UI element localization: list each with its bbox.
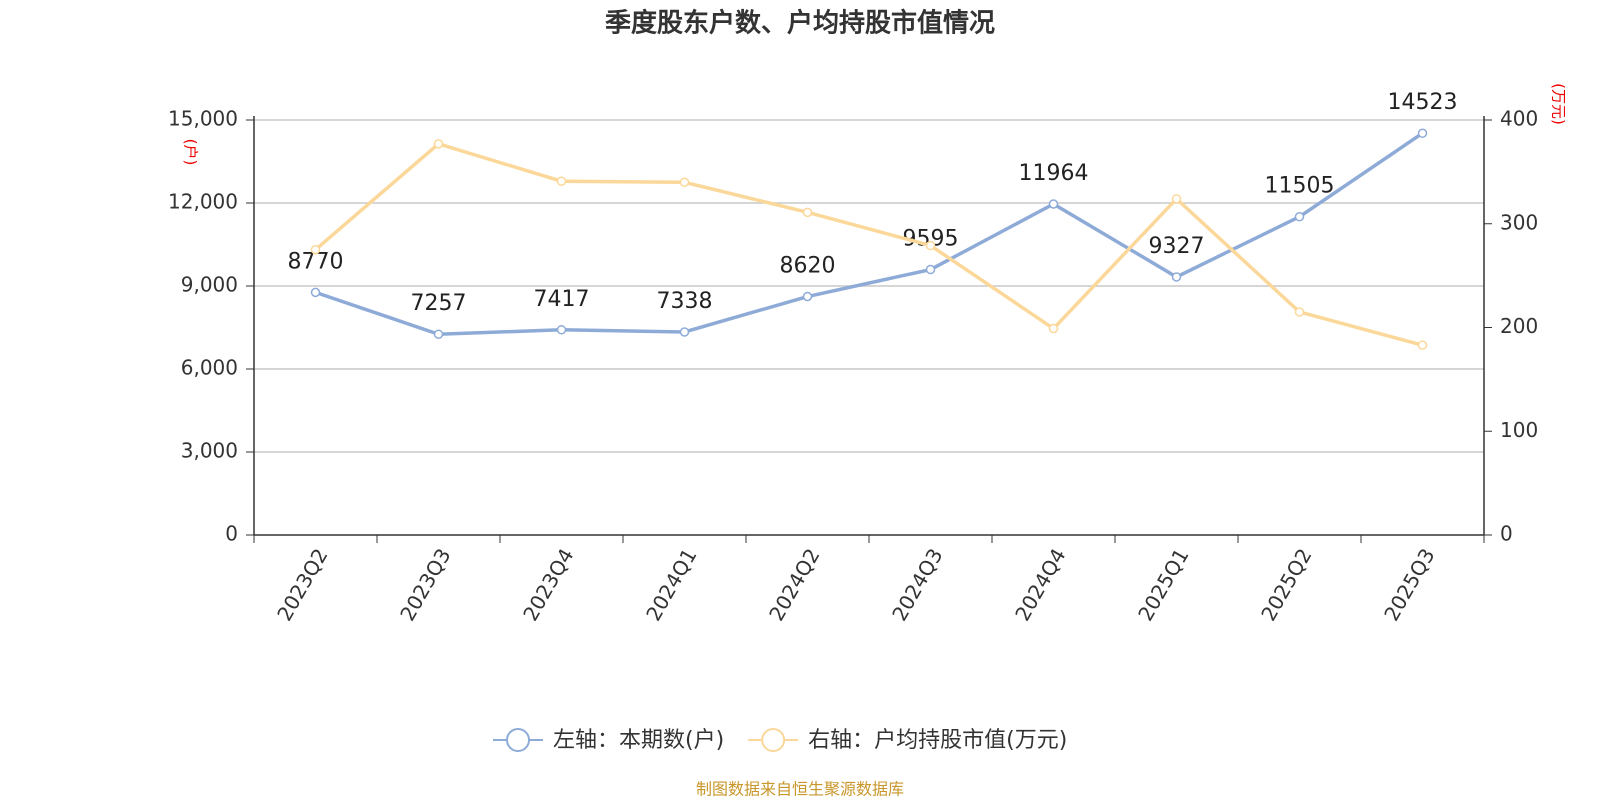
chart-title: 季度股东户数、户均持股市值情况 bbox=[605, 8, 995, 39]
data-point bbox=[925, 264, 936, 275]
y-tick-label: 9,000 bbox=[181, 273, 238, 297]
data-point bbox=[802, 291, 813, 302]
x-tick-label: 2024Q3 bbox=[887, 544, 947, 625]
x-tick-label: 2024Q2 bbox=[764, 544, 824, 625]
data-point bbox=[310, 287, 321, 298]
data-point bbox=[310, 244, 321, 255]
data-label: 14523 bbox=[1388, 90, 1458, 115]
legend-label: 左轴：本期数(户) bbox=[553, 728, 724, 753]
data-point bbox=[1294, 211, 1305, 222]
y-unit: (户) bbox=[182, 139, 200, 166]
y-tick-label: 15,000 bbox=[168, 107, 238, 131]
x-tick-label: 2025Q1 bbox=[1133, 544, 1193, 625]
data-point bbox=[925, 240, 936, 251]
data-label: 7417 bbox=[534, 287, 590, 312]
data-label: 8620 bbox=[780, 254, 836, 279]
x-tick-label: 2023Q2 bbox=[272, 544, 332, 625]
data-point bbox=[1048, 323, 1059, 334]
series-line bbox=[314, 131, 1424, 336]
data-label: 11505 bbox=[1265, 174, 1335, 199]
y2-tick-label: 400 bbox=[1500, 107, 1538, 131]
data-label: 11964 bbox=[1019, 161, 1089, 186]
data-label: 7257 bbox=[411, 291, 467, 316]
source-note: 制图数据来自恒生聚源数据库 bbox=[696, 780, 904, 799]
data-point bbox=[556, 325, 567, 335]
y-tick-label: 0 bbox=[225, 522, 238, 546]
legend-marker bbox=[506, 728, 530, 752]
data-point bbox=[802, 207, 813, 218]
x-tick-label: 2025Q2 bbox=[1256, 544, 1316, 625]
x-tick-label: 2023Q3 bbox=[395, 544, 455, 625]
y2-tick-label: 0 bbox=[1500, 522, 1513, 546]
data-point bbox=[679, 177, 690, 187]
y-tick-label: 12,000 bbox=[168, 190, 238, 214]
data-point bbox=[433, 139, 444, 149]
data-point bbox=[1171, 194, 1182, 204]
x-tick-label: 2024Q1 bbox=[641, 544, 701, 625]
data-label: 7338 bbox=[657, 289, 713, 314]
data-point bbox=[679, 327, 690, 337]
y2-tick-label: 100 bbox=[1500, 418, 1538, 442]
data-point bbox=[1294, 307, 1305, 317]
data-point bbox=[1417, 340, 1428, 350]
data-label: 9327 bbox=[1149, 234, 1205, 259]
series-line bbox=[314, 141, 1423, 347]
y2-unit: (万元) bbox=[1550, 83, 1568, 125]
data-point bbox=[1048, 199, 1059, 209]
data-point bbox=[1171, 272, 1182, 282]
data-point bbox=[1417, 128, 1428, 138]
data-point bbox=[556, 176, 567, 186]
legend-marker bbox=[761, 728, 786, 752]
y-tick-label: 3,000 bbox=[181, 439, 238, 463]
data-point bbox=[433, 329, 444, 339]
legend-label: 右轴：户均持股市值(万元) bbox=[808, 728, 1067, 753]
y2-tick-label: 200 bbox=[1500, 314, 1538, 338]
x-tick-label: 2024Q4 bbox=[1010, 544, 1070, 625]
x-tick-label: 2023Q4 bbox=[518, 544, 578, 625]
y2-tick-label: 300 bbox=[1500, 210, 1538, 234]
y-tick-label: 6,000 bbox=[181, 356, 238, 380]
x-tick-label: 2025Q3 bbox=[1379, 544, 1439, 625]
